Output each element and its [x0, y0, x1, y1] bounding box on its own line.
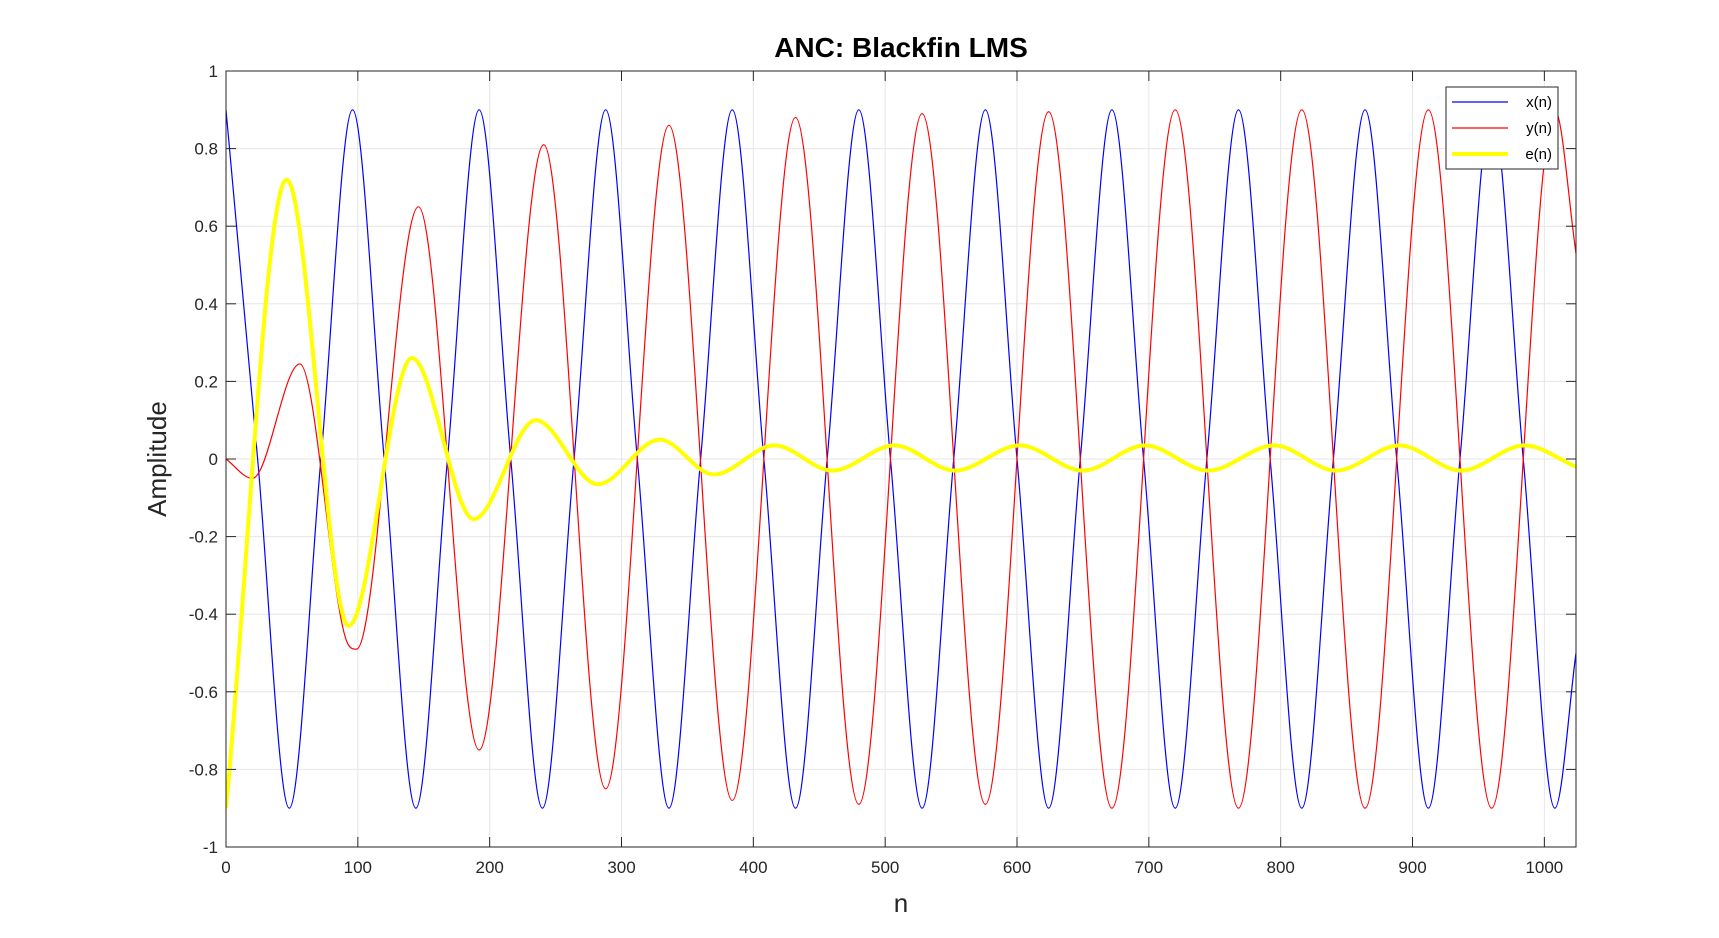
y-tick-label: 0	[209, 450, 218, 469]
x-tick-label: 900	[1398, 858, 1426, 877]
x-tick-label: 200	[475, 858, 503, 877]
y-tick-label: 1	[209, 62, 218, 81]
x-tick-label: 100	[344, 858, 372, 877]
x-tick-label: 600	[1003, 858, 1031, 877]
x-tick-label: 500	[871, 858, 899, 877]
x-tick-label: 800	[1267, 858, 1295, 877]
axis-ticks: 0 100 200 300 400 500 600 700 800 900 1000 -1 -0.8 -0…	[189, 62, 1576, 877]
x-axis-label: n	[894, 888, 908, 918]
y-tick-label: -0.6	[189, 683, 218, 702]
legend-entry-label: x(n)	[1526, 94, 1552, 111]
y-tick-label: 0.4	[194, 295, 218, 314]
series-line-xn	[226, 109, 1576, 809]
series-line-en	[226, 177, 1576, 809]
legend-entry-label: e(n)	[1525, 146, 1552, 163]
x-tick-label: 1000	[1525, 858, 1563, 877]
legend-entry-label: y(n)	[1526, 120, 1552, 137]
y-tick-label: -0.8	[189, 760, 218, 779]
x-tick-label: 0	[221, 858, 230, 877]
y-tick-label: -0.4	[189, 605, 218, 624]
y-axis-label: Amplitude	[142, 401, 172, 517]
y-tick-label: -0.2	[189, 528, 218, 547]
y-tick-label: 0.8	[194, 140, 218, 159]
legend: x(n) y(n) e(n)	[1445, 86, 1559, 170]
x-tick-label: 300	[607, 858, 635, 877]
y-tick-label: -1	[203, 838, 218, 857]
y-tick-label: 0.6	[194, 217, 218, 236]
chart-title: ANC: Blackfin LMS	[774, 32, 1028, 63]
series-layer	[226, 109, 1576, 809]
x-tick-label: 400	[739, 858, 767, 877]
series-line-yn	[226, 109, 1576, 809]
x-tick-label: 700	[1135, 858, 1163, 877]
y-tick-label: 0.2	[194, 372, 218, 391]
